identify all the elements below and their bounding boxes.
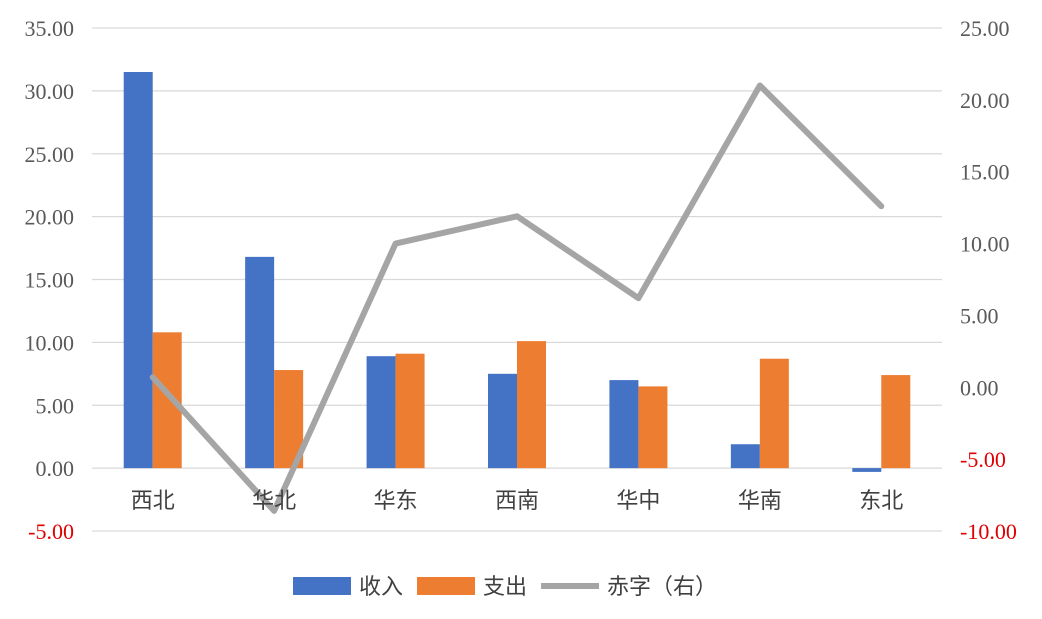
left-tick-label: 0.00 — [36, 456, 75, 481]
left-tick-label: 15.00 — [25, 268, 75, 293]
left-tick-label: 30.00 — [25, 79, 75, 104]
bar-income — [245, 256, 275, 469]
left-tick-label: -5.00 — [28, 519, 74, 544]
category-label: 华中 — [616, 489, 660, 514]
right-tick-label: 0.00 — [960, 375, 999, 400]
category-label: 西南 — [495, 489, 539, 514]
left-axis-ticks: -5.00 0.00 5.00 10.00 15.00 20.00 25.00 30.00 35… — [25, 16, 75, 544]
category-label: 西北 — [131, 489, 175, 514]
left-tick-label: 10.00 — [25, 330, 75, 355]
category-label: 华东 — [374, 489, 418, 514]
category-label: 华北 — [252, 489, 296, 514]
bars — [123, 72, 911, 472]
deficit-line — [149, 82, 885, 514]
legend-label: 赤字（右） — [607, 575, 717, 600]
legend-label: 支出 — [483, 575, 527, 600]
bar-income — [852, 468, 882, 472]
right-tick-label: -5.00 — [960, 447, 1006, 472]
right-tick-label: 15.00 — [960, 160, 1010, 185]
bar-income — [366, 356, 396, 469]
bar-expense — [517, 341, 546, 469]
bar-income — [609, 380, 639, 469]
legend-label: 收入 — [359, 575, 403, 600]
bar-expense — [881, 375, 911, 469]
right-tick-label: 25.00 — [960, 16, 1010, 41]
left-tick-label: 5.00 — [36, 393, 75, 418]
legend-swatch — [417, 577, 476, 595]
left-tick-label: 20.00 — [25, 205, 75, 230]
right-tick-label: 20.00 — [960, 88, 1010, 113]
right-axis-ticks: -10.00 -5.00 0.00 5.00 10.00 15.00 20.00 25.00 — [960, 16, 1017, 544]
bar-expense — [638, 386, 668, 469]
bar-income — [730, 444, 760, 469]
legend-swatch — [293, 577, 351, 595]
right-tick-label: -10.00 — [960, 519, 1017, 544]
bar-expense — [759, 358, 789, 469]
line-deficit — [149, 82, 885, 514]
left-tick-label: 25.00 — [25, 142, 75, 167]
legend: 收入 支出 赤字（右） — [293, 575, 717, 600]
left-tick-label: 35.00 — [25, 16, 75, 41]
category-label: 东北 — [859, 489, 903, 514]
right-tick-label: 5.00 — [960, 303, 999, 328]
bar-income — [123, 72, 153, 469]
category-labels: 西北 华北 华东 西南 华中 华南 东北 — [131, 489, 904, 514]
bar-expense — [395, 353, 425, 469]
bar-income — [488, 373, 517, 469]
right-tick-label: 10.00 — [960, 232, 1010, 257]
category-label: 华南 — [738, 489, 782, 514]
